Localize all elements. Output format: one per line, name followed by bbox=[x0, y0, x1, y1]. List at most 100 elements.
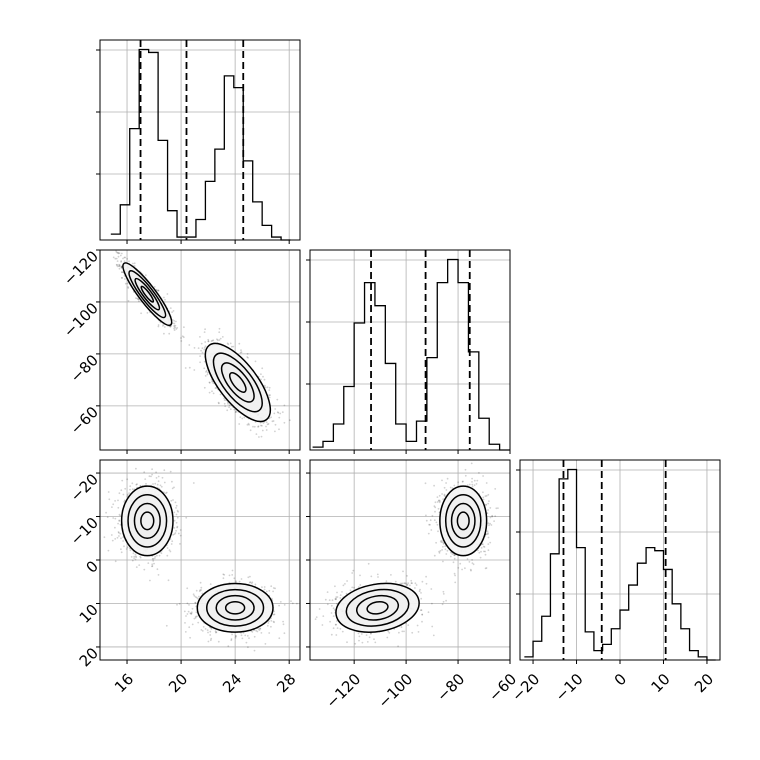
sample-point bbox=[135, 483, 138, 486]
sample-point bbox=[265, 421, 268, 424]
sample-point bbox=[118, 265, 121, 267]
sample-point bbox=[253, 635, 256, 638]
sample-point bbox=[173, 320, 176, 322]
sample-point bbox=[137, 298, 140, 301]
sample-point bbox=[144, 274, 147, 277]
sample-point bbox=[130, 556, 133, 558]
sample-point bbox=[204, 375, 207, 377]
sample-point bbox=[131, 559, 134, 562]
sample-point bbox=[271, 420, 274, 423]
sample-point bbox=[132, 262, 134, 265]
sample-point bbox=[138, 300, 140, 303]
sample-point bbox=[253, 425, 256, 428]
sample-point bbox=[193, 347, 196, 349]
sample-point bbox=[108, 248, 110, 250]
sample-point bbox=[116, 260, 119, 262]
histogram-bar bbox=[458, 283, 468, 450]
histogram-bar bbox=[672, 604, 681, 660]
sample-point bbox=[165, 492, 167, 495]
histogram-bar bbox=[215, 149, 224, 240]
sample-point bbox=[457, 481, 460, 484]
sample-point bbox=[127, 300, 130, 302]
sample-point bbox=[254, 360, 257, 363]
sample-point bbox=[162, 323, 165, 326]
contour-line bbox=[133, 502, 161, 540]
sample-point bbox=[482, 475, 484, 477]
sample-point bbox=[127, 287, 130, 289]
sample-point bbox=[238, 342, 241, 345]
histogram-bar bbox=[637, 563, 646, 660]
sample-point bbox=[240, 351, 243, 353]
sample-point bbox=[222, 573, 225, 576]
sample-point bbox=[126, 493, 129, 496]
sample-point bbox=[233, 577, 236, 580]
sample-point bbox=[270, 620, 273, 622]
sample-point bbox=[444, 545, 447, 548]
sample-point bbox=[212, 339, 215, 342]
sample-point bbox=[122, 493, 125, 496]
histogram-bar bbox=[120, 205, 129, 240]
sample-point bbox=[176, 516, 179, 519]
sample-point bbox=[118, 267, 121, 270]
sample-point bbox=[246, 423, 249, 426]
sample-point bbox=[112, 503, 115, 506]
density-fill bbox=[205, 343, 271, 422]
sample-point bbox=[133, 262, 136, 265]
panel-frame bbox=[99, 249, 301, 451]
sample-point bbox=[241, 637, 244, 640]
sample-point bbox=[125, 548, 128, 550]
sample-point bbox=[473, 479, 476, 482]
sample-point bbox=[231, 569, 234, 572]
sample-point bbox=[181, 335, 184, 338]
sample-point bbox=[131, 482, 134, 485]
sample-point bbox=[436, 501, 439, 503]
sample-point bbox=[204, 628, 207, 630]
sample-point bbox=[186, 587, 189, 590]
sample-point bbox=[428, 523, 430, 526]
sample-point bbox=[268, 620, 270, 623]
sample-point bbox=[186, 613, 189, 615]
sample-point bbox=[269, 394, 271, 396]
sample-point bbox=[165, 624, 168, 627]
sample-point bbox=[205, 371, 207, 373]
sample-point bbox=[216, 339, 219, 342]
sample-point bbox=[223, 573, 226, 576]
sample-point bbox=[150, 475, 152, 478]
histogram-bar bbox=[448, 260, 458, 450]
sample-point bbox=[191, 607, 194, 610]
histogram-bar bbox=[681, 629, 690, 660]
contour-line bbox=[134, 277, 161, 311]
contour-line bbox=[140, 285, 155, 303]
sample-point bbox=[157, 475, 160, 478]
sample-point bbox=[157, 289, 160, 292]
sample-point bbox=[255, 629, 257, 632]
hist-panel-1 bbox=[306, 249, 511, 451]
sample-point bbox=[160, 552, 163, 555]
sample-point bbox=[457, 567, 460, 569]
sample-point bbox=[124, 256, 127, 259]
sample-point bbox=[126, 258, 129, 260]
sample-point bbox=[193, 369, 196, 371]
sample-point bbox=[165, 491, 168, 494]
sample-point bbox=[438, 552, 441, 554]
sample-point bbox=[268, 589, 271, 592]
sample-point bbox=[195, 596, 198, 599]
sample-point bbox=[195, 589, 198, 592]
sample-point bbox=[262, 422, 265, 424]
sample-point bbox=[209, 634, 212, 636]
sample-point bbox=[259, 628, 262, 630]
histogram-bar bbox=[375, 306, 385, 450]
sample-point bbox=[133, 265, 136, 267]
sample-point bbox=[478, 472, 480, 474]
sample-point bbox=[115, 263, 118, 266]
sample-point bbox=[282, 623, 285, 626]
sample-point bbox=[229, 408, 232, 411]
sample-point bbox=[169, 470, 172, 473]
sample-point bbox=[173, 527, 176, 529]
sample-point bbox=[485, 567, 488, 569]
histogram-bar bbox=[224, 76, 233, 240]
sample-point bbox=[188, 626, 191, 629]
sample-point bbox=[126, 546, 129, 549]
sample-point bbox=[194, 596, 197, 598]
sample-point bbox=[219, 337, 222, 340]
